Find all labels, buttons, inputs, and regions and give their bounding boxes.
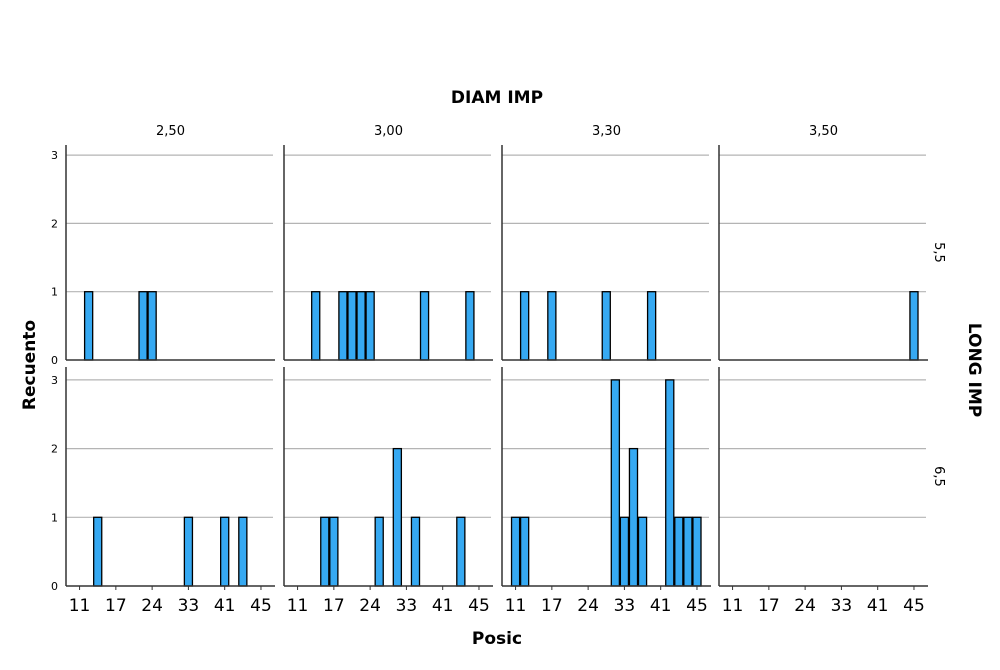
- histogram-bar: [138, 291, 148, 361]
- x-tick-label: 17: [758, 596, 780, 616]
- histogram-bar: [665, 379, 675, 587]
- histogram-bar: [419, 291, 430, 361]
- x-tick-label: 41: [867, 596, 889, 616]
- histogram-bar: [674, 516, 684, 587]
- histogram-bar: [338, 291, 348, 361]
- row-label: 6,5: [931, 466, 946, 487]
- y-tick-label: 2: [51, 217, 58, 230]
- histogram-bar: [147, 291, 157, 361]
- y-tick-label: 3: [51, 149, 58, 162]
- histogram-bar: [392, 447, 403, 587]
- x-tick-label: 17: [541, 596, 563, 616]
- histogram-bar: [356, 291, 366, 361]
- histogram-bar: [320, 516, 330, 587]
- histogram-bar: [347, 291, 357, 361]
- histogram-bar: [510, 516, 521, 587]
- histogram-bar: [465, 291, 475, 361]
- column-label: 3,50: [809, 124, 838, 139]
- x-tick-label: 24: [577, 596, 599, 616]
- x-tick-label: 33: [178, 596, 200, 616]
- x-tick-label: 33: [614, 596, 636, 616]
- x-tick-label: 11: [505, 596, 527, 616]
- histogram-bar: [909, 291, 919, 361]
- y-tick-label: 2: [51, 443, 58, 456]
- x-tick-label: 41: [650, 596, 672, 616]
- x-tick-label: 45: [903, 596, 925, 616]
- histogram-bar: [456, 516, 466, 587]
- y-tick-label: 0: [51, 354, 58, 367]
- x-tick-label: 24: [794, 596, 816, 616]
- histogram-bar: [547, 291, 557, 361]
- y-tick-label: 3: [51, 374, 58, 387]
- x-tick-label: 33: [831, 596, 853, 616]
- x-tick-label: 45: [250, 596, 272, 616]
- x-tick-label: 45: [468, 596, 490, 616]
- y-tick-label: 1: [51, 511, 58, 524]
- histogram-bar: [93, 516, 103, 587]
- x-tick-label: 17: [323, 596, 345, 616]
- y-axis-label: Recuento: [20, 320, 40, 410]
- x-tick-label: 45: [686, 596, 708, 616]
- histogram-bar: [637, 516, 648, 587]
- histogram-bar: [683, 516, 693, 587]
- histogram-bar: [692, 516, 702, 587]
- histogram-bar: [238, 516, 248, 587]
- histogram-bar: [374, 516, 384, 587]
- histogram-bar: [311, 291, 321, 361]
- histogram-bar: [365, 291, 375, 361]
- histogram-bar: [628, 447, 639, 587]
- x-tick-label: 24: [141, 596, 163, 616]
- row-label: 5,5: [931, 242, 946, 263]
- x-tick-label: 41: [432, 596, 454, 616]
- column-label: 3,30: [592, 124, 621, 139]
- x-tick-label: 33: [396, 596, 418, 616]
- histogram-bar: [519, 291, 530, 361]
- row-title: LONG IMP: [964, 323, 984, 417]
- y-tick-label: 0: [51, 580, 58, 593]
- histogram-bar: [220, 516, 230, 587]
- x-tick-label: 11: [287, 596, 309, 616]
- column-title: DIAM IMP: [451, 88, 543, 108]
- column-label: 3,00: [374, 124, 403, 139]
- x-tick-label: 17: [105, 596, 127, 616]
- histogram-bar: [601, 291, 611, 361]
- histogram-bar: [410, 516, 421, 587]
- histogram-bar: [83, 291, 94, 361]
- histogram-bar: [610, 379, 621, 587]
- x-axis-label: Posic: [472, 629, 522, 649]
- x-tick-label: 11: [722, 596, 744, 616]
- y-tick-label: 1: [51, 286, 58, 299]
- x-tick-label: 11: [69, 596, 91, 616]
- histogram-bar: [519, 516, 530, 587]
- x-tick-label: 24: [359, 596, 381, 616]
- histogram-bar: [329, 516, 339, 587]
- histogram-bar: [183, 516, 194, 587]
- histogram-bar: [619, 516, 630, 587]
- column-label: 2,50: [156, 124, 185, 139]
- histogram-bar: [646, 291, 657, 361]
- x-tick-label: 41: [214, 596, 236, 616]
